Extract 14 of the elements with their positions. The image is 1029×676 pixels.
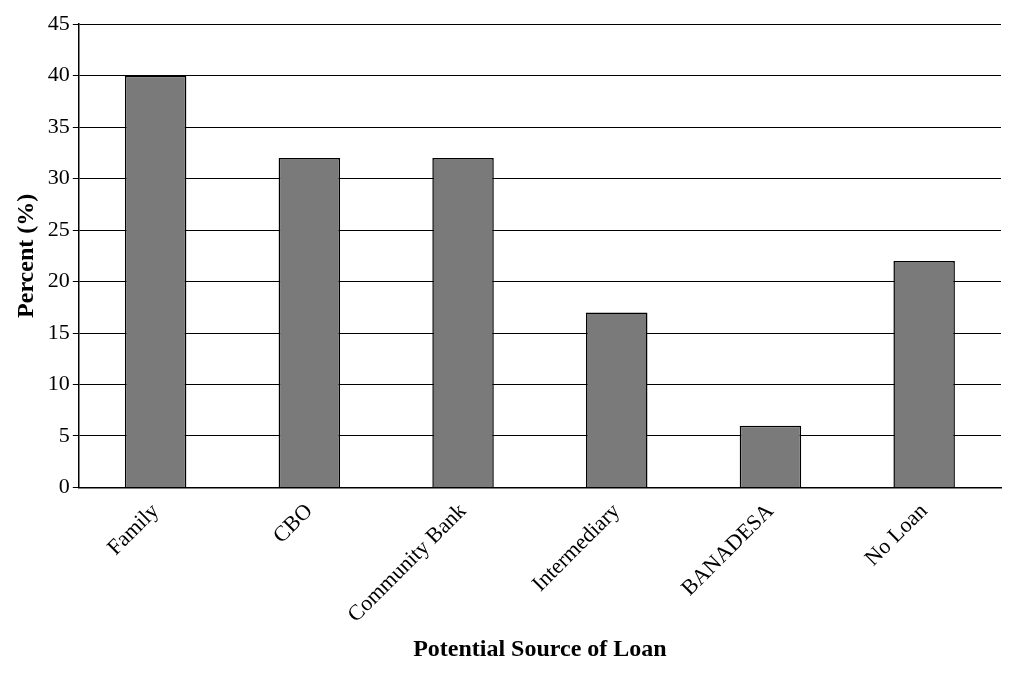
- y-tick-label: 40: [47, 61, 70, 87]
- y-tick-label: 5: [58, 421, 70, 447]
- y-tick-label: 15: [47, 318, 70, 344]
- y-tick-label: 25: [47, 215, 70, 241]
- y-tick-label: 20: [47, 267, 70, 293]
- y-tick-label: 35: [47, 112, 70, 138]
- x-axis-title: Potential Source of Loan: [413, 634, 667, 661]
- y-axis-title: Percent (%): [11, 193, 38, 318]
- x-tick-label: CBO: [267, 497, 317, 548]
- x-tick-label: No Loan: [859, 497, 932, 571]
- y-tick-label: 10: [47, 370, 70, 396]
- y-tick-label: 0: [58, 473, 70, 499]
- y-tick-label: 45: [47, 9, 70, 35]
- y-tick-label: 30: [47, 164, 70, 190]
